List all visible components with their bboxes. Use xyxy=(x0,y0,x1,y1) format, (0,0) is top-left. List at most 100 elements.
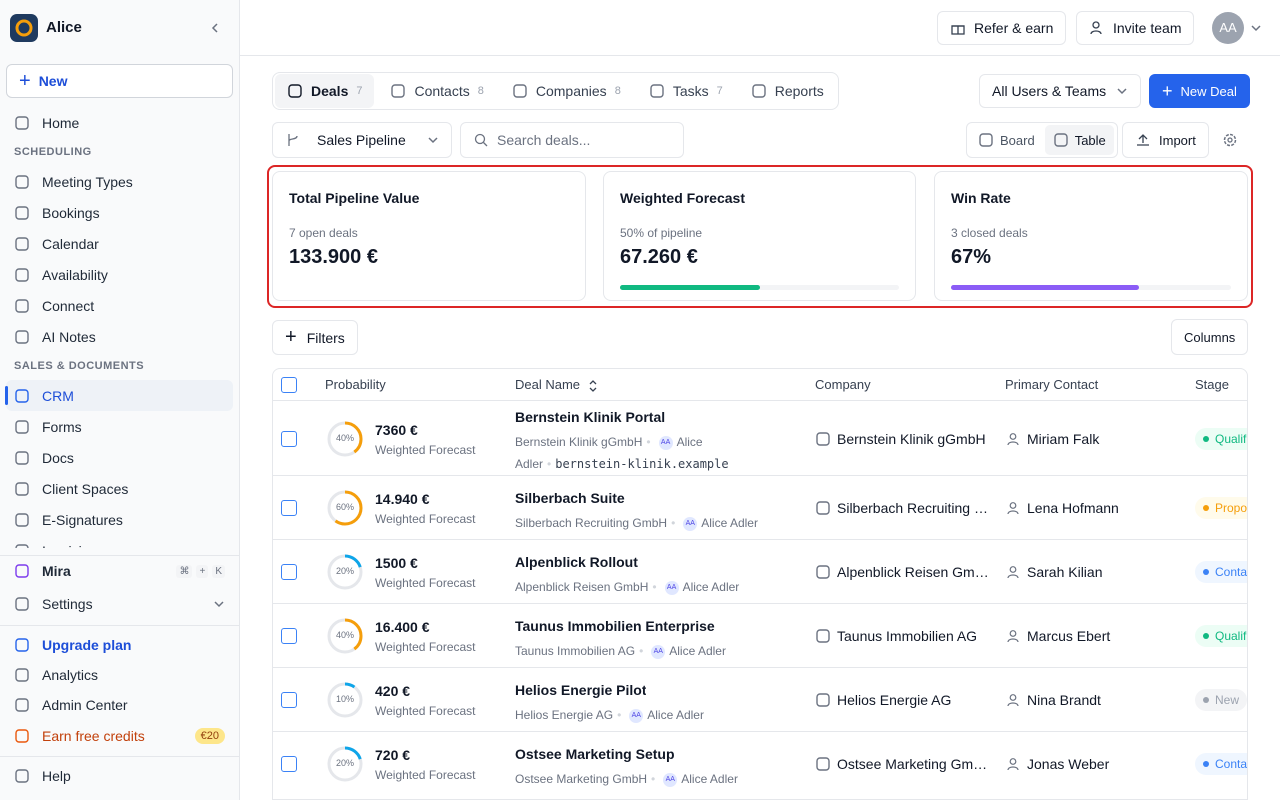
nav-item[interactable]: Help xyxy=(6,761,233,791)
nav-item[interactable]: Docs xyxy=(6,442,233,473)
company[interactable]: Helios Energie AG xyxy=(837,692,952,708)
owner-badge: AA xyxy=(663,772,678,787)
company[interactable]: Ostsee Marketing GmbH xyxy=(837,756,991,772)
company[interactable]: Silberbach Recruiting GmbH xyxy=(837,500,991,516)
contact[interactable]: Miriam Falk xyxy=(1027,430,1100,447)
tab[interactable]: Companies 8 xyxy=(500,74,633,108)
search-icon xyxy=(474,133,488,147)
nav-item[interactable]: Earn free credits €20 xyxy=(6,720,233,752)
nav-item[interactable]: AI Notes xyxy=(6,321,233,352)
row-checkbox[interactable] xyxy=(281,564,297,580)
row-checkbox[interactable] xyxy=(281,430,297,447)
select-all-checkbox[interactable] xyxy=(281,377,297,393)
nav-item[interactable]: Client Spaces xyxy=(6,473,233,504)
table-row[interactable]: 20% 1500 € Weighted Forecast Alpenblick Rol… xyxy=(273,539,1247,603)
nav-item[interactable]: CRM xyxy=(5,380,233,411)
view-option[interactable]: Table xyxy=(1044,125,1114,155)
nav-item[interactable]: Settings xyxy=(6,586,233,621)
icon xyxy=(816,757,830,771)
topbar-divider xyxy=(240,55,1280,56)
stage-pill: Contacted xyxy=(1195,561,1247,583)
nav-label: Client Spaces xyxy=(42,480,129,497)
nav-item[interactable]: Forms xyxy=(6,411,233,442)
table-row[interactable]: 60% 14.940 € Weighted Forecast Silberbach S… xyxy=(273,475,1247,539)
person-icon xyxy=(1007,502,1019,515)
icon xyxy=(15,512,29,527)
tab[interactable]: Reports xyxy=(739,74,836,108)
nav: Home SCHEDULING Meeting Types Bookings Calen… xyxy=(0,107,239,548)
import-button[interactable]: Import xyxy=(1122,122,1209,158)
tab[interactable]: Contacts 8 xyxy=(378,74,495,108)
row-checkbox[interactable] xyxy=(281,756,297,772)
avatar-chevron[interactable] xyxy=(1250,22,1262,34)
nav-item[interactable]: Analytics xyxy=(6,660,233,690)
progress-track xyxy=(951,285,1231,290)
company[interactable]: Alpenblick Reisen GmbH xyxy=(837,564,991,580)
icon-shape xyxy=(15,115,29,130)
icon xyxy=(15,419,29,434)
nav-item[interactable]: Calendar xyxy=(6,228,233,259)
nav-label: Analytics xyxy=(42,667,99,683)
company[interactable]: Taunus Immobilien AG xyxy=(837,628,978,644)
view-option[interactable]: Board xyxy=(970,125,1043,155)
stat-subtitle: 50% of pipeline xyxy=(620,226,703,240)
company[interactable]: Bernstein Klinik gGmbH xyxy=(837,430,986,447)
table-row[interactable]: 20% 720 € Weighted Forecast Ostsee Marketin… xyxy=(273,731,1248,795)
deal-name[interactable]: Helios Energie Pilot xyxy=(515,682,647,698)
tab[interactable]: Deals 7 xyxy=(275,74,375,108)
row-checkbox[interactable] xyxy=(281,692,297,708)
new-deal-button[interactable]: + New Deal xyxy=(1149,74,1250,108)
nav-item[interactable]: Mira ⌘ + K xyxy=(6,556,233,586)
nav-item[interactable]: Connect xyxy=(6,290,233,321)
contact[interactable]: Nina Brandt xyxy=(1027,692,1101,708)
icon-shape xyxy=(15,388,29,403)
nav-item[interactable]: Upgrade plan xyxy=(6,630,233,660)
nav-label: Invoicing xyxy=(42,543,97,549)
avatar[interactable]: AA xyxy=(1212,12,1244,44)
separator: • xyxy=(651,772,656,786)
new-button[interactable]: + New xyxy=(6,64,233,98)
ring-arc xyxy=(327,682,363,718)
logo-icon xyxy=(15,19,33,37)
columns-button[interactable]: Columns xyxy=(1171,319,1249,355)
stage-label: Contacted xyxy=(1215,757,1248,771)
nav-item[interactable]: Bookings xyxy=(6,197,233,228)
tab-label: Deals xyxy=(311,83,349,99)
tab[interactable]: Tasks 7 xyxy=(637,74,735,108)
settings-icon[interactable] xyxy=(1222,132,1238,148)
table-row[interactable]: 40% 16.400 € Weighted Forecast Taunus Immob… xyxy=(273,603,1247,667)
contact[interactable]: Sarah Kilian xyxy=(1027,564,1103,580)
nav-label: Earn free credits xyxy=(42,728,145,744)
table-row[interactable]: 40% 7360 € Weighted Forecast Bernstein Klin… xyxy=(273,400,1247,475)
deal-name[interactable]: Bernstein Klinik Portal xyxy=(515,409,666,425)
icon-shape xyxy=(15,298,29,313)
search-input[interactable]: Search deals... xyxy=(460,122,684,158)
contact[interactable]: Lena Hofmann xyxy=(1027,500,1119,516)
row-checkbox[interactable] xyxy=(281,500,297,516)
deal-name[interactable]: Silberbach Suite xyxy=(515,490,625,506)
invite-button[interactable]: Invite team xyxy=(1076,11,1195,45)
nav-item[interactable]: Home xyxy=(6,107,233,138)
deal-name[interactable]: Taunus Immobilien Enterprise xyxy=(515,618,715,634)
deal-name[interactable]: Ostsee Marketing Setup xyxy=(515,746,675,762)
users-filter[interactable]: All Users & Teams xyxy=(979,74,1141,108)
filters-button[interactable]: + Filters xyxy=(272,320,358,355)
column-header[interactable]: Deal Name xyxy=(515,369,598,401)
row-checkbox[interactable] xyxy=(281,628,297,644)
contact[interactable]: Jonas Weber xyxy=(1027,756,1110,772)
nav-item[interactable]: Availability xyxy=(6,259,233,290)
pipeline-select[interactable]: Sales Pipeline xyxy=(272,122,452,158)
icon xyxy=(15,388,29,403)
workspace-name[interactable]: Alice xyxy=(46,19,82,36)
nav-item[interactable]: Meeting Types xyxy=(6,166,233,197)
deal-name[interactable]: Alpenblick Rollout xyxy=(515,554,638,570)
icon xyxy=(816,629,830,643)
refer-button[interactable]: Refer & earn xyxy=(937,11,1067,45)
icon-shape xyxy=(816,565,830,579)
nav-item[interactable]: E-Signatures xyxy=(6,504,233,535)
table-row[interactable]: 10% 420 € Weighted Forecast Helios Energie … xyxy=(273,667,1247,731)
contact[interactable]: Marcus Ebert xyxy=(1027,628,1111,644)
nav-item[interactable]: Invoicing xyxy=(6,535,233,548)
collapse-icon[interactable] xyxy=(208,21,222,35)
nav-item[interactable]: Admin Center xyxy=(6,690,233,720)
